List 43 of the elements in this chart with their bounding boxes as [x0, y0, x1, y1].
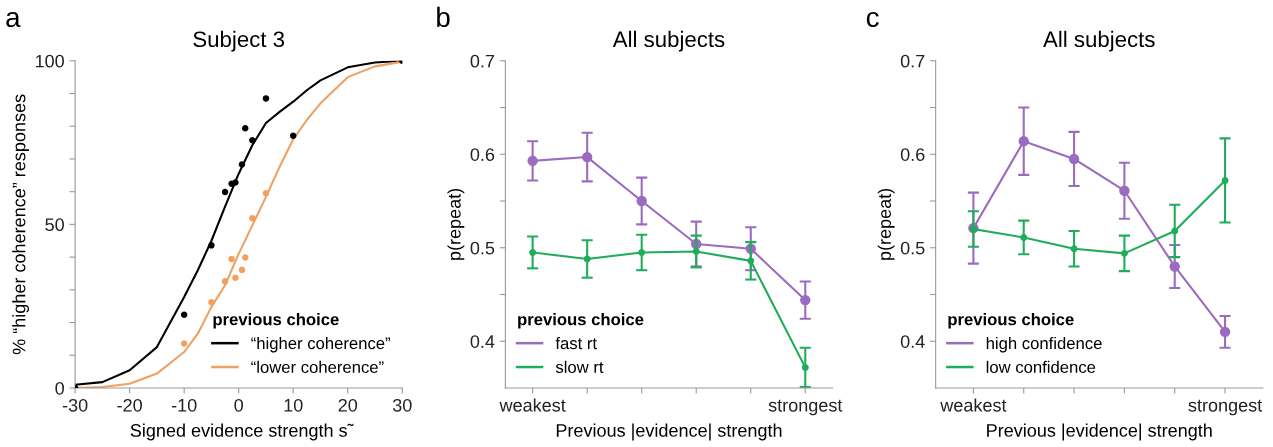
y-tick-label: 0.7	[470, 54, 495, 68]
x-tick-label: 20	[338, 398, 358, 412]
legend-label: “lower coherence”	[251, 360, 384, 374]
y-axis-title: p(repeat)	[447, 188, 465, 260]
x-tick-label: weakest	[940, 398, 1007, 412]
chart-title: All subjects	[1043, 30, 1155, 52]
y-tick-label: 0	[55, 381, 64, 395]
y-tick-label: 0.7	[900, 54, 925, 68]
y-tick-label: 0.5	[470, 241, 495, 255]
x-tick-label: -10	[171, 398, 197, 412]
legend-label: high confidence	[986, 336, 1102, 353]
y-axis-title: % “higher coherence” responses	[12, 94, 30, 355]
chart-title: All subjects	[612, 30, 725, 52]
y-tick-label: 0.4	[900, 335, 925, 348]
legend-label: “higher coherence”	[251, 336, 390, 353]
legend-label: fast rt	[555, 336, 597, 350]
y-tick-label: 0.5	[900, 241, 925, 255]
x-tick-label: strongest	[1188, 399, 1263, 416]
x-tick-label: weakest	[499, 398, 566, 412]
x-tick-label: strongest	[768, 399, 843, 416]
chart-title: Subject 3	[193, 30, 285, 52]
text: c	[866, 11, 879, 28]
y-tick-label: 0.6	[900, 148, 925, 161]
y-axis-title: p(repeat)	[877, 188, 895, 260]
x-tick-label: -30	[62, 398, 88, 412]
x-axis-title: Signed evidence strength s̃	[130, 423, 354, 441]
y-tick-label: 100	[35, 54, 64, 68]
text: a	[6, 11, 21, 28]
legend-label: slow rt	[555, 360, 604, 374]
x-tick-label: 30	[392, 398, 412, 412]
x-axis-title: Previous |evidence| strength	[987, 423, 1212, 441]
y-tick-label: 0.6	[470, 148, 495, 161]
legend-title: previous choice	[948, 313, 1074, 329]
legend-label: low confidence	[986, 360, 1096, 374]
y-tick-label: 50	[45, 218, 64, 232]
text: b	[437, 6, 450, 28]
y-tick-label: 0.4	[470, 335, 495, 348]
x-axis-title: Previous |evidence| strength	[556, 423, 782, 441]
x-tick-label: 10	[284, 398, 303, 412]
legend-title: previous choice	[518, 313, 644, 329]
legend-title: previous choice	[213, 313, 339, 329]
x-tick-label: -20	[117, 398, 142, 412]
x-tick-label: 0	[234, 398, 243, 412]
